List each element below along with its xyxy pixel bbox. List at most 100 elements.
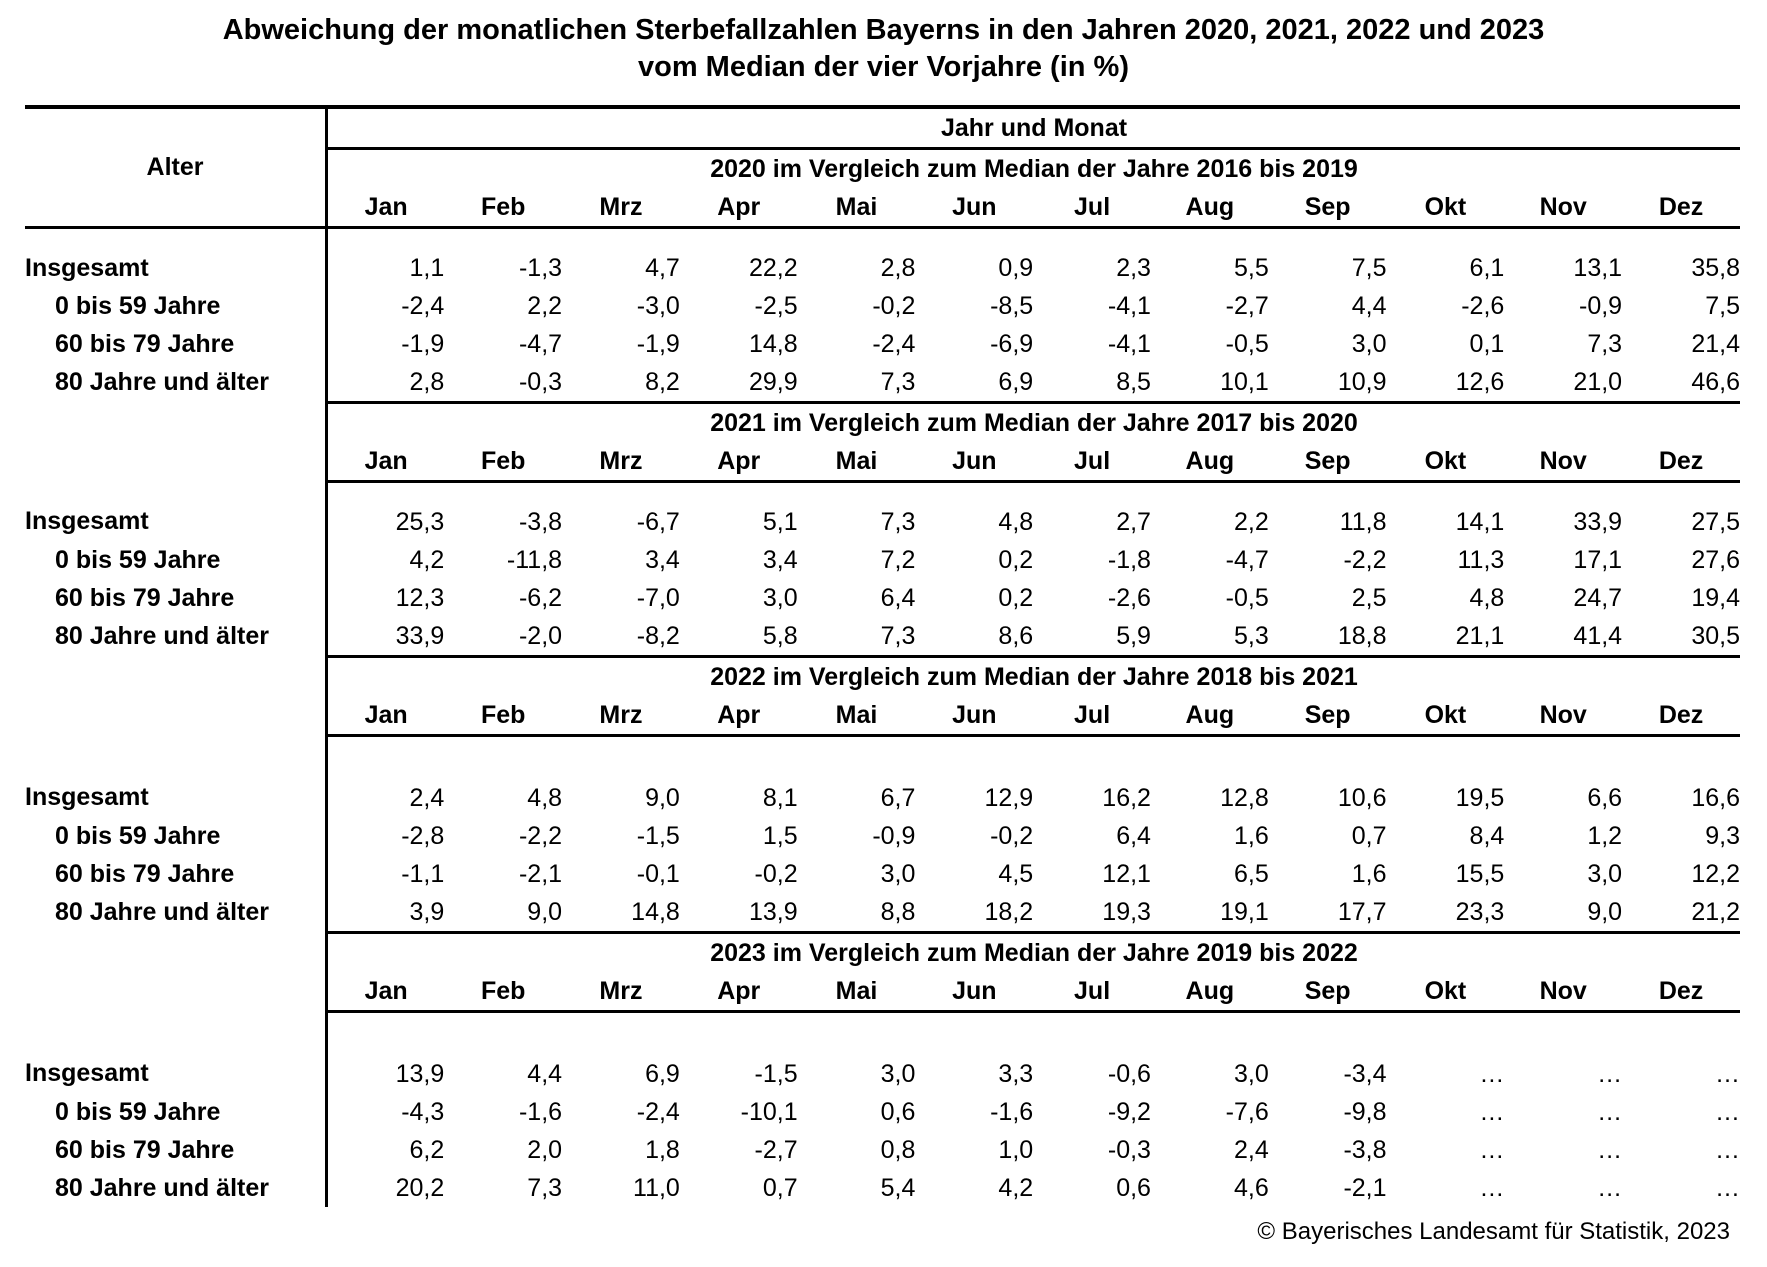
- month-header: Okt: [1386, 188, 1505, 229]
- value-cell: 8,8: [797, 893, 916, 934]
- value-cell: -0,9: [1579, 291, 1623, 320]
- value-cell: -1,5: [636, 821, 680, 850]
- value-cell: 12,3: [325, 579, 445, 617]
- row-label: Insgesamt: [25, 735, 328, 817]
- value-cell: 7,3: [797, 363, 916, 404]
- value-cell: 4,6: [1233, 1173, 1269, 1202]
- month-header: Dez: [1622, 442, 1740, 483]
- value-cell: 23,3: [1386, 893, 1505, 934]
- value-cell: 21,2: [1622, 893, 1740, 934]
- row-label: 80 Jahre und älter: [25, 617, 328, 657]
- value-cell: 4,4: [1351, 291, 1387, 320]
- value-cell: -7,6: [1225, 1097, 1269, 1126]
- month-header: Mrz: [562, 442, 680, 483]
- value-cell: -2,7: [754, 1135, 798, 1164]
- month-header: Mrz: [562, 972, 680, 1013]
- month-header: Jun: [915, 442, 1034, 483]
- table-row: 60 bis 79 Jahre 12,3 -6,2 -7,0 3,0 6,4 0,2 -2,6…: [25, 579, 1740, 617]
- missing-value-cell: …: [1715, 1135, 1740, 1164]
- value-cell: 12,8: [1220, 783, 1269, 812]
- value-cell: 6,7: [880, 783, 916, 812]
- value-cell: 27,6: [1691, 545, 1740, 574]
- month-header: Sep: [1268, 188, 1387, 229]
- value-cell: 19,1: [1150, 893, 1269, 934]
- value-cell: 22,2: [748, 253, 798, 282]
- value-cell: 2,3: [1116, 253, 1151, 282]
- month-header: Jun: [915, 696, 1034, 737]
- value-cell: 9,3: [1705, 821, 1740, 850]
- value-cell: 1,8: [645, 1135, 680, 1164]
- value-cell: 6,5: [1233, 859, 1269, 888]
- value-cell: -2,5: [754, 291, 798, 320]
- month-header: Jul: [1033, 972, 1151, 1013]
- value-cell: 6,4: [880, 583, 916, 612]
- value-cell: 2,2: [527, 291, 563, 320]
- table-row: 0 bis 59 Jahre -4,3 -1,6 -2,4 -10,1 0,6 -1,6 -9…: [25, 1093, 1740, 1131]
- value-cell: 6,9: [915, 363, 1034, 404]
- value-cell: 7,2: [880, 545, 916, 574]
- table-row: Insgesamt 1,1 -1,3 4,7 22,2 2,8 0,9 2,3 5,5 7,5 6,…: [25, 227, 1740, 287]
- copyright-footer: © Bayerisches Landesamt für Statistik, 2…: [1257, 1218, 1730, 1245]
- value-cell: -4,7: [1225, 545, 1269, 574]
- month-header: Okt: [1386, 972, 1505, 1013]
- value-cell: 11,3: [1457, 545, 1505, 574]
- month-header: Sep: [1268, 696, 1387, 737]
- row-label: 80 Jahre und älter: [25, 363, 328, 403]
- value-cell: 0,6: [1116, 1173, 1151, 1202]
- month-header: Jun: [915, 972, 1034, 1013]
- value-cell: -2,1: [1343, 1173, 1387, 1202]
- month-header: Okt: [1386, 442, 1505, 483]
- row-label: 60 bis 79 Jahre: [25, 579, 328, 617]
- value-cell: 9,0: [444, 893, 563, 934]
- corner-header-alter: Alter: [25, 105, 328, 229]
- value-cell: -10,1: [740, 1097, 798, 1126]
- month-header: Aug: [1150, 696, 1269, 737]
- spacer-cell: [25, 696, 328, 736]
- value-cell: 8,4: [1469, 821, 1505, 850]
- value-cell: 20,2: [325, 1169, 445, 1207]
- value-cell: 3,0: [1233, 1059, 1269, 1088]
- value-cell: 9,0: [645, 783, 680, 812]
- month-header: Mai: [797, 442, 916, 483]
- column-group-header: Jahr und Monat: [325, 105, 1740, 150]
- value-cell: 4,8: [998, 507, 1034, 536]
- value-cell: 29,9: [679, 363, 798, 404]
- value-cell: 1,0: [998, 1135, 1034, 1164]
- value-cell: 5,5: [1233, 253, 1269, 282]
- value-cell: 1,6: [1351, 859, 1387, 888]
- month-header: Aug: [1150, 188, 1269, 229]
- value-cell: -1,5: [754, 1059, 798, 1088]
- month-header: Jun: [915, 188, 1034, 229]
- value-cell: 11,0: [633, 1173, 680, 1202]
- value-cell: 4,8: [1469, 583, 1505, 612]
- value-cell: -2,4: [325, 287, 445, 325]
- month-header: Mai: [797, 188, 916, 229]
- value-cell: 0,6: [880, 1097, 916, 1126]
- month-header: Jan: [325, 442, 445, 483]
- value-cell: 2,8: [880, 253, 916, 282]
- value-cell: 24,7: [1573, 583, 1623, 612]
- value-cell: 8,6: [915, 617, 1034, 658]
- value-cell: 8,1: [762, 783, 798, 812]
- value-cell: 2,4: [1233, 1135, 1269, 1164]
- value-cell: -1,9: [325, 325, 445, 363]
- month-header: Sep: [1268, 972, 1387, 1013]
- header-row-group: Alter Jahr und Monat: [25, 105, 1740, 229]
- value-cell: -3,8: [518, 507, 563, 536]
- month-header: Dez: [1622, 972, 1740, 1013]
- value-cell: 19,3: [1033, 893, 1151, 934]
- table-row: Insgesamt 2,4 4,8 9,0 8,1 6,7 12,9 16,2 12,8 10,6…: [25, 735, 1740, 817]
- value-cell: 21,1: [1386, 617, 1505, 658]
- month-header-row: Jan Feb Mrz Apr Mai Jun Jul Aug Sep Okt Nov Dez: [25, 972, 1740, 1013]
- value-cell: -0,3: [1107, 1135, 1151, 1164]
- row-label: 0 bis 59 Jahre: [25, 287, 328, 325]
- value-cell: 12,2: [1691, 859, 1740, 888]
- value-cell: 3,0: [762, 583, 798, 612]
- value-cell: 1,5: [762, 821, 798, 850]
- value-cell: -2,4: [636, 1097, 680, 1126]
- value-cell: 4,2: [998, 1173, 1034, 1202]
- table-row: 80 Jahre und älter 3,9 9,0 14,8 13,9 8,8 18,2 1…: [25, 893, 1740, 934]
- value-cell: -2,7: [1225, 291, 1269, 320]
- page-title-line1: Abweichung der monatlichen Sterbefallzah…: [222, 14, 1545, 46]
- missing-value-cell: …: [1597, 1173, 1623, 1202]
